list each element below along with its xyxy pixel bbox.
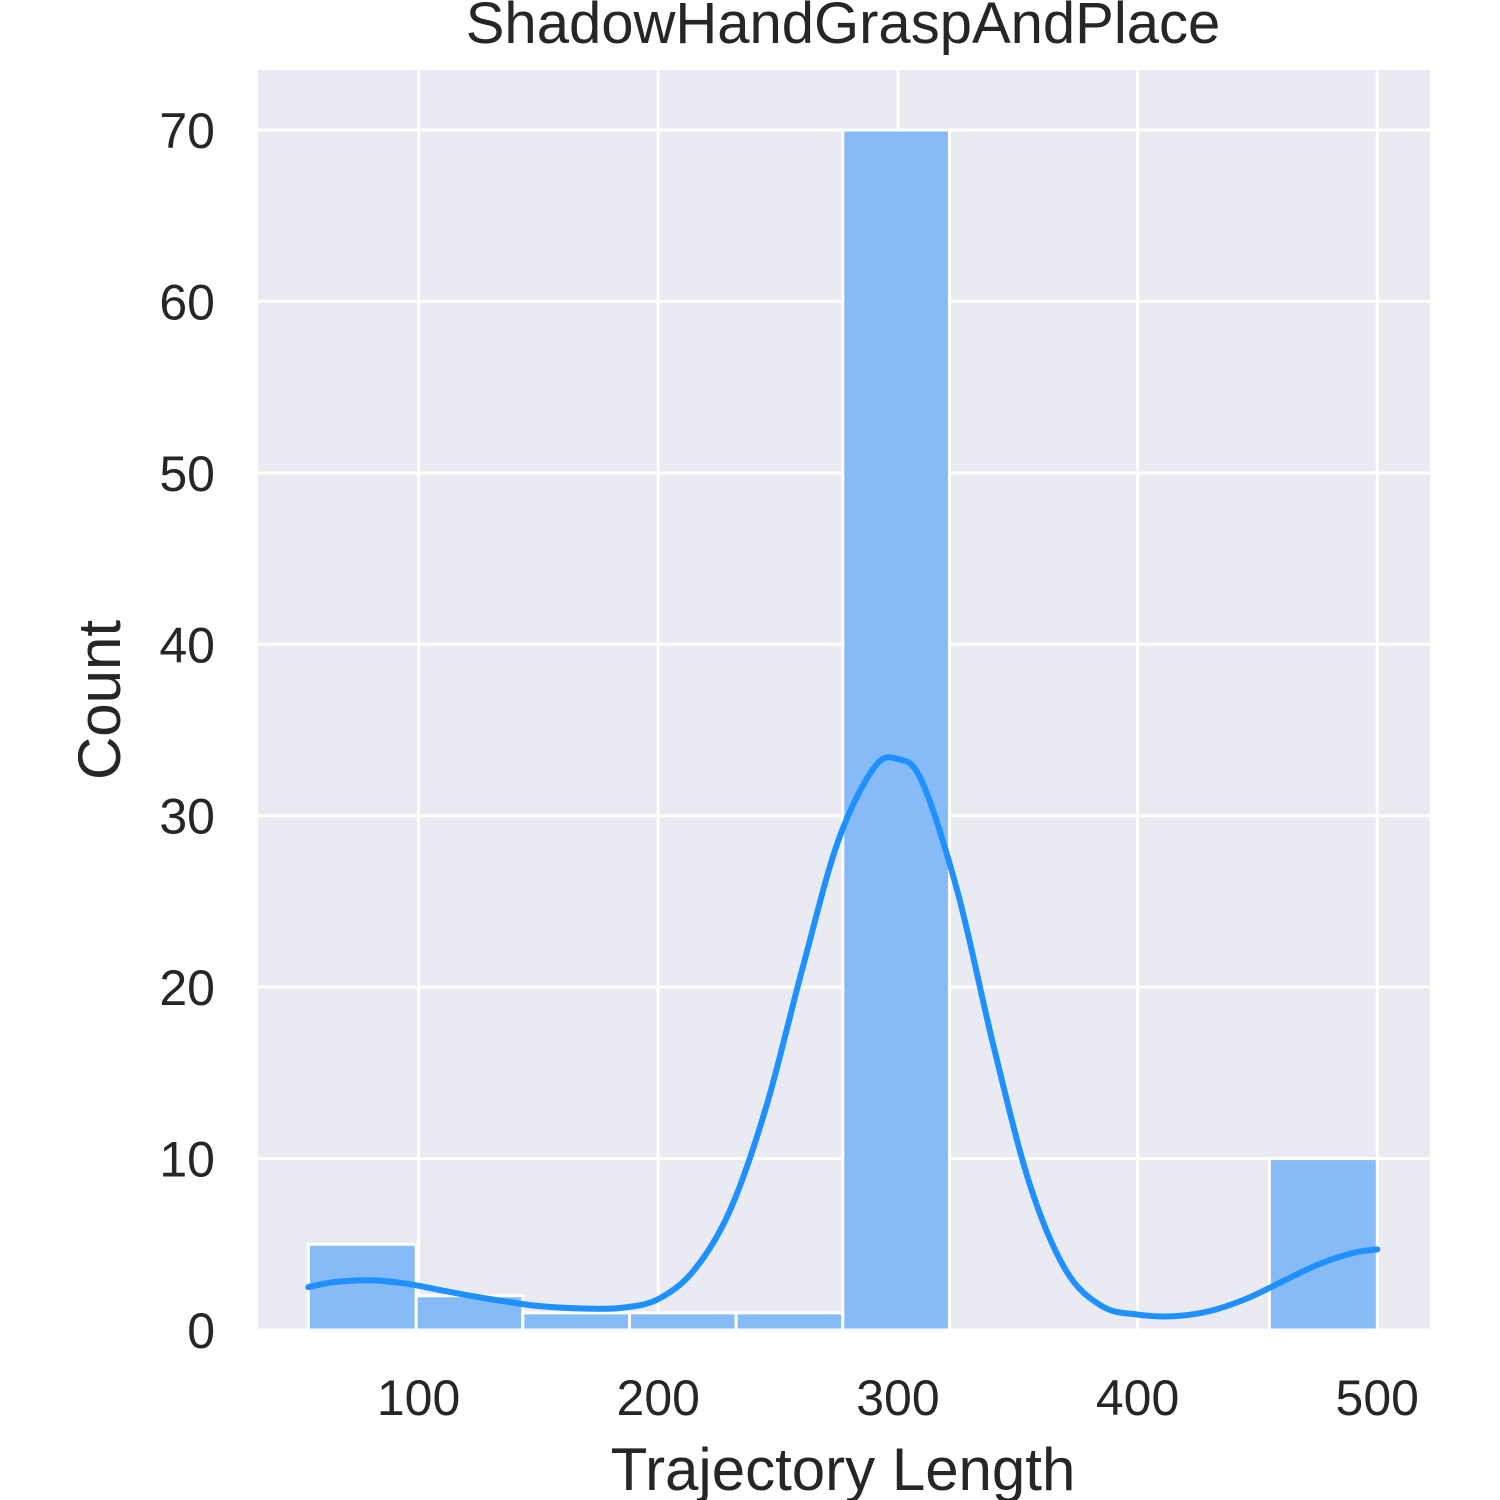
kde-curve: [305, 754, 1381, 1320]
x-tick-labels: 100 200 300 400 500: [377, 1370, 1419, 1426]
histogram-bars: [306, 128, 1379, 1332]
histogram-bar: [841, 128, 951, 1332]
histogram-bar: [521, 1311, 631, 1332]
y-axis-label: Count: [66, 620, 133, 780]
x-tick-label: 500: [1336, 1370, 1419, 1426]
x-tick-label: 400: [1096, 1370, 1179, 1426]
x-axis-label: Trajectory Length: [611, 1436, 1076, 1500]
y-tick-label: 20: [159, 960, 215, 1016]
histogram-bar: [1267, 1157, 1379, 1332]
y-tick-labels: 0 10 20 30 40 50 60 70: [159, 103, 215, 1359]
chart-title: ShadowHandGraspAndPlace: [466, 0, 1220, 56]
histogram-bar: [306, 1242, 418, 1332]
y-tick-label: 0: [187, 1303, 215, 1359]
y-tick-label: 60: [159, 274, 215, 330]
x-tick-label: 300: [856, 1370, 939, 1426]
histogram-bar: [734, 1311, 845, 1332]
x-tick-label: 100: [377, 1370, 460, 1426]
x-tick-label: 200: [617, 1370, 700, 1426]
histogram-bar: [627, 1311, 738, 1332]
y-tick-label: 40: [159, 617, 215, 673]
y-tick-label: 70: [159, 103, 215, 159]
y-tick-label: 30: [159, 789, 215, 845]
y-tick-label: 50: [159, 446, 215, 502]
y-tick-label: 10: [159, 1132, 215, 1188]
